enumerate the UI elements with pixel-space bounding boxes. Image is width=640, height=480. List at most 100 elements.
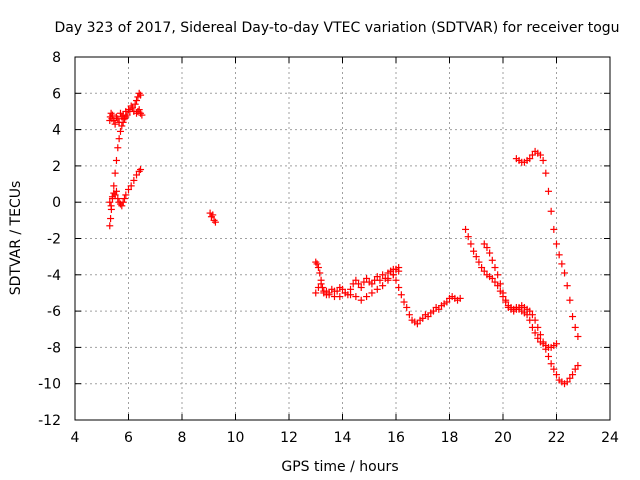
data-point [553, 240, 560, 248]
data-point [352, 293, 360, 301]
data-point [405, 311, 413, 319]
data-point [368, 280, 376, 288]
data-point [339, 285, 346, 293]
data-point [211, 218, 219, 226]
data-point [137, 91, 145, 99]
data-point [536, 331, 544, 339]
data-point [316, 269, 324, 277]
data-point [558, 260, 566, 268]
data-point [553, 340, 560, 348]
data-point [114, 115, 122, 123]
data-point [111, 120, 119, 128]
data-point [569, 313, 577, 321]
data-point [379, 282, 387, 290]
data-point [550, 225, 558, 233]
data-point [341, 289, 349, 297]
data-point [119, 198, 127, 206]
data-point [534, 323, 542, 331]
data-point [464, 233, 472, 241]
data-point [368, 289, 376, 297]
data-point [119, 118, 127, 126]
data-point [539, 338, 547, 346]
data-points [106, 89, 582, 388]
data-point [314, 284, 322, 292]
data-point [395, 264, 403, 272]
data-point [111, 191, 119, 199]
x-tick-label: 22 [548, 430, 566, 446]
y-tick-label: 0 [52, 195, 61, 211]
y-tick-label: 6 [52, 86, 61, 102]
data-point [112, 187, 120, 195]
data-point [115, 135, 123, 143]
data-point [526, 307, 534, 315]
data-point [347, 291, 355, 299]
data-point [114, 144, 122, 152]
data-point [352, 276, 360, 284]
data-point [499, 289, 507, 297]
data-point [456, 294, 464, 302]
y-tick-label: -2 [47, 232, 61, 248]
data-point [574, 362, 582, 370]
data-point [531, 316, 539, 324]
data-point [133, 97, 141, 105]
data-point [472, 253, 480, 261]
data-point [571, 365, 579, 373]
data-point [488, 274, 496, 282]
data-point [483, 244, 491, 252]
y-tick-label: 8 [52, 50, 61, 66]
y-tick-label: -12 [38, 413, 61, 429]
data-point [526, 155, 534, 163]
data-point [330, 287, 338, 295]
data-point [376, 276, 384, 284]
data-point [435, 305, 443, 313]
data-point [544, 352, 552, 360]
data-point [357, 284, 365, 292]
y-tick-label: -4 [47, 268, 61, 284]
data-point [470, 247, 478, 255]
y-tick-label: -6 [47, 304, 61, 320]
data-point [138, 111, 146, 119]
data-point [555, 251, 563, 259]
data-point [424, 313, 432, 321]
data-point [569, 371, 577, 379]
data-point [395, 284, 403, 292]
data-point [397, 291, 405, 299]
data-point [561, 269, 569, 277]
axis-ticks [74, 56, 611, 421]
data-point [467, 240, 475, 248]
data-point [539, 156, 547, 164]
x-tick-label: 18 [441, 430, 459, 446]
data-point [114, 195, 122, 203]
data-point [566, 374, 574, 382]
data-point [486, 249, 494, 257]
data-point [531, 329, 539, 337]
data-point [496, 280, 504, 288]
data-point [528, 151, 536, 159]
data-point [392, 276, 400, 284]
x-axis-label: GPS time / hours [281, 459, 398, 475]
data-point [553, 371, 560, 379]
y-axis-label: SDTVAR / TECUs [8, 181, 24, 296]
x-tick-label: 14 [334, 430, 352, 446]
x-tick-label: 4 [71, 430, 80, 446]
data-point [502, 296, 510, 304]
x-tick-label: 8 [178, 430, 187, 446]
data-point [312, 289, 320, 297]
data-point [563, 282, 571, 290]
data-point [571, 323, 579, 331]
data-point [325, 289, 333, 297]
data-point [542, 345, 550, 353]
data-point [118, 122, 126, 130]
data-point [480, 267, 488, 275]
data-point [363, 293, 371, 301]
data-point [116, 127, 124, 135]
data-point [137, 166, 145, 174]
data-point [106, 222, 114, 230]
y-tick-label: -8 [47, 340, 61, 356]
x-tick-label: 24 [601, 430, 619, 446]
data-point [317, 280, 325, 288]
data-point [528, 311, 536, 319]
data-point [135, 106, 143, 114]
y-tick-label: -10 [38, 377, 61, 393]
